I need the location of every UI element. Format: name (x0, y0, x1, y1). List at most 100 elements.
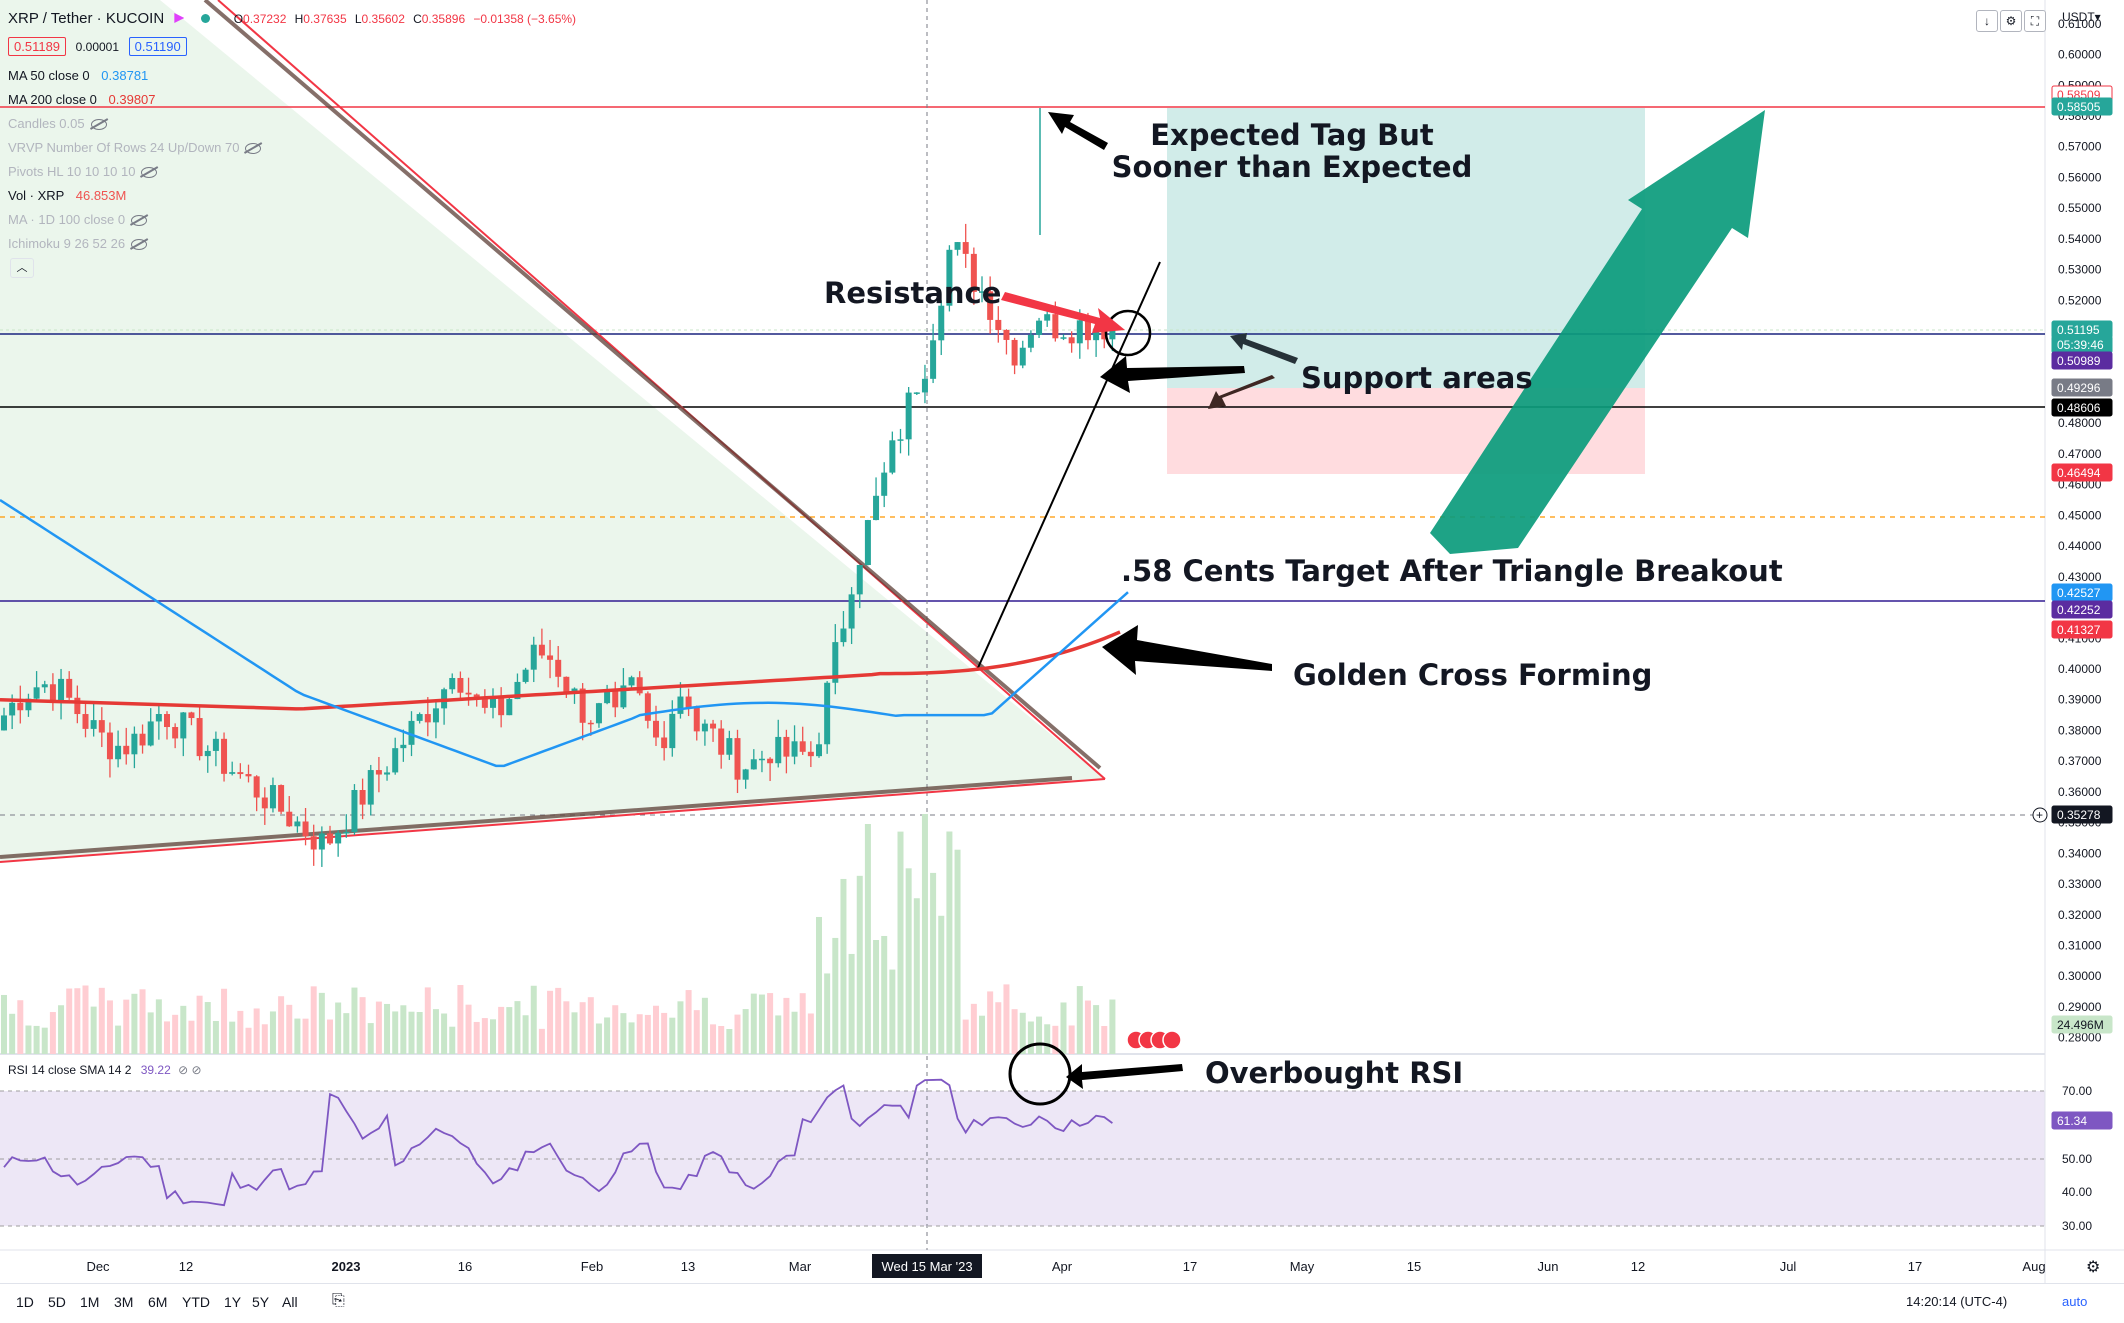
candle-body[interactable] (1, 715, 7, 731)
candle-body[interactable] (74, 697, 81, 715)
candle-body[interactable] (995, 319, 1002, 330)
candle-body[interactable] (962, 242, 969, 254)
candle-body[interactable] (392, 748, 399, 773)
candle-body[interactable] (155, 714, 162, 722)
events-icons[interactable] (1126, 1030, 1182, 1050)
timeframe-ytd[interactable]: YTD (182, 1294, 210, 1310)
candle-body[interactable] (506, 699, 513, 716)
hidden-eye-icon[interactable] (131, 215, 148, 227)
candle-body[interactable] (269, 785, 276, 809)
candle-body[interactable] (98, 720, 105, 733)
candle-body[interactable] (1109, 325, 1116, 340)
candle-body[interactable] (131, 733, 138, 755)
candle-body[interactable] (1027, 334, 1034, 348)
arrow-down-button[interactable]: ↓ (1976, 10, 1998, 32)
candle-body[interactable] (196, 718, 203, 757)
candle-body[interactable] (1044, 314, 1051, 321)
candle-body[interactable] (82, 714, 89, 729)
candle-body[interactable] (905, 392, 912, 440)
legend-ichimoku[interactable]: Ichimoku 9 26 52 26 (8, 236, 148, 251)
candle-body[interactable] (767, 758, 774, 764)
time-axis[interactable]: Dec 12 2023 16 Feb 13 Mar Wed 15 Mar '23 Apr 17 Ma… (86, 1254, 2100, 1278)
legend-rsi[interactable]: RSI 14 close SMA 14 2 39.22 ⊘ ⊘ (8, 1063, 202, 1077)
candle-body[interactable] (579, 688, 586, 723)
candle-body[interactable] (881, 472, 888, 496)
candle-body[interactable] (604, 690, 611, 704)
candle-body[interactable] (359, 789, 366, 805)
candle-body[interactable] (115, 745, 122, 760)
ma50-line[interactable] (0, 498, 1129, 768)
legend-candles[interactable]: Candles 0.05 (8, 116, 107, 131)
candle-body[interactable] (449, 677, 456, 690)
candle-body[interactable] (139, 733, 146, 746)
candle-body[interactable] (653, 720, 659, 738)
candle-body[interactable] (172, 727, 179, 739)
candle-body[interactable] (946, 249, 953, 306)
candle-body[interactable] (1076, 320, 1083, 344)
candle-body[interactable] (278, 785, 285, 812)
candle-body[interactable] (310, 836, 317, 850)
candle-body[interactable] (294, 821, 301, 827)
timeframe-1y[interactable]: 1Y (224, 1294, 242, 1310)
candle-body[interactable] (856, 564, 863, 595)
candle-body[interactable] (555, 659, 562, 677)
candle-body[interactable] (375, 770, 382, 775)
candle-body[interactable] (791, 741, 798, 757)
candle-body[interactable] (90, 720, 97, 729)
candle-body[interactable] (538, 644, 545, 656)
candle-body[interactable] (1060, 337, 1067, 339)
candle-body[interactable] (253, 776, 260, 798)
candle-body[interactable] (677, 696, 684, 714)
rsi-visibility-icon[interactable]: ⊘ ⊘ (178, 1063, 202, 1077)
legend-pivots[interactable]: Pivots HL 10 10 10 10 (8, 164, 158, 179)
settings-button[interactable]: ⚙ (2000, 10, 2022, 32)
candle-body[interactable] (408, 720, 415, 745)
candle-body[interactable] (17, 702, 24, 711)
timeframe-5d[interactable]: 5D (48, 1294, 66, 1310)
triangle-lower-trendline[interactable] (0, 778, 1106, 863)
candle-body[interactable] (661, 737, 668, 749)
candle-body[interactable] (465, 692, 472, 695)
candle-body[interactable] (343, 831, 350, 834)
candle-body[interactable] (335, 832, 342, 844)
hidden-eye-icon[interactable] (245, 143, 262, 155)
candle-body[interactable] (742, 769, 749, 780)
candle-body[interactable] (302, 821, 309, 837)
candle-body[interactable] (840, 628, 847, 643)
candle-body[interactable] (954, 242, 961, 250)
candle-body[interactable] (1036, 320, 1043, 335)
settings-icon[interactable]: ⚙ (2086, 1259, 2100, 1276)
timeframe-all[interactable]: All (282, 1294, 298, 1310)
candle-body[interactable] (571, 688, 578, 693)
ask-price[interactable]: 0.51190 (128, 37, 187, 56)
candle-body[interactable] (848, 594, 855, 629)
candle-body[interactable] (1068, 337, 1075, 344)
candle-body[interactable] (889, 440, 896, 473)
candle-body[interactable] (669, 713, 676, 749)
candle-body[interactable] (33, 687, 40, 699)
candle-body[interactable] (58, 678, 65, 703)
candle-body[interactable] (816, 744, 822, 757)
timeframe-6m[interactable]: 6M (148, 1294, 168, 1310)
candle-body[interactable] (1019, 347, 1026, 366)
candle-body[interactable] (25, 698, 32, 711)
symbol-header[interactable]: XRP / Tether · KUCOIN O0.37232 H0.37635 … (8, 10, 576, 27)
candle-body[interactable] (1093, 328, 1100, 341)
legend-vol[interactable]: Vol · XRP 46.853M (8, 188, 126, 203)
candle-body[interactable] (1011, 339, 1018, 366)
legend-ma200[interactable]: MA 200 close 0 0.39807 (8, 92, 156, 107)
legend-vrvp[interactable]: VRVP Number Of Rows 24 Up/Down 70 (8, 140, 262, 155)
candle-body[interactable] (938, 305, 945, 341)
candle-body[interactable] (1101, 328, 1108, 340)
hidden-eye-icon[interactable] (141, 167, 158, 179)
candle-body[interactable] (758, 758, 765, 761)
candle-body[interactable] (547, 655, 554, 660)
candle-body[interactable] (628, 677, 635, 686)
candle-body[interactable] (873, 495, 880, 521)
currency-selector[interactable]: USDT▾ (2062, 10, 2101, 24)
candle-body[interactable] (106, 732, 113, 760)
candle-body[interactable] (416, 714, 423, 721)
candle-body[interactable] (1084, 320, 1091, 341)
timeframe-5y[interactable]: 5Y (252, 1294, 270, 1310)
candle-body[interactable] (367, 770, 374, 805)
